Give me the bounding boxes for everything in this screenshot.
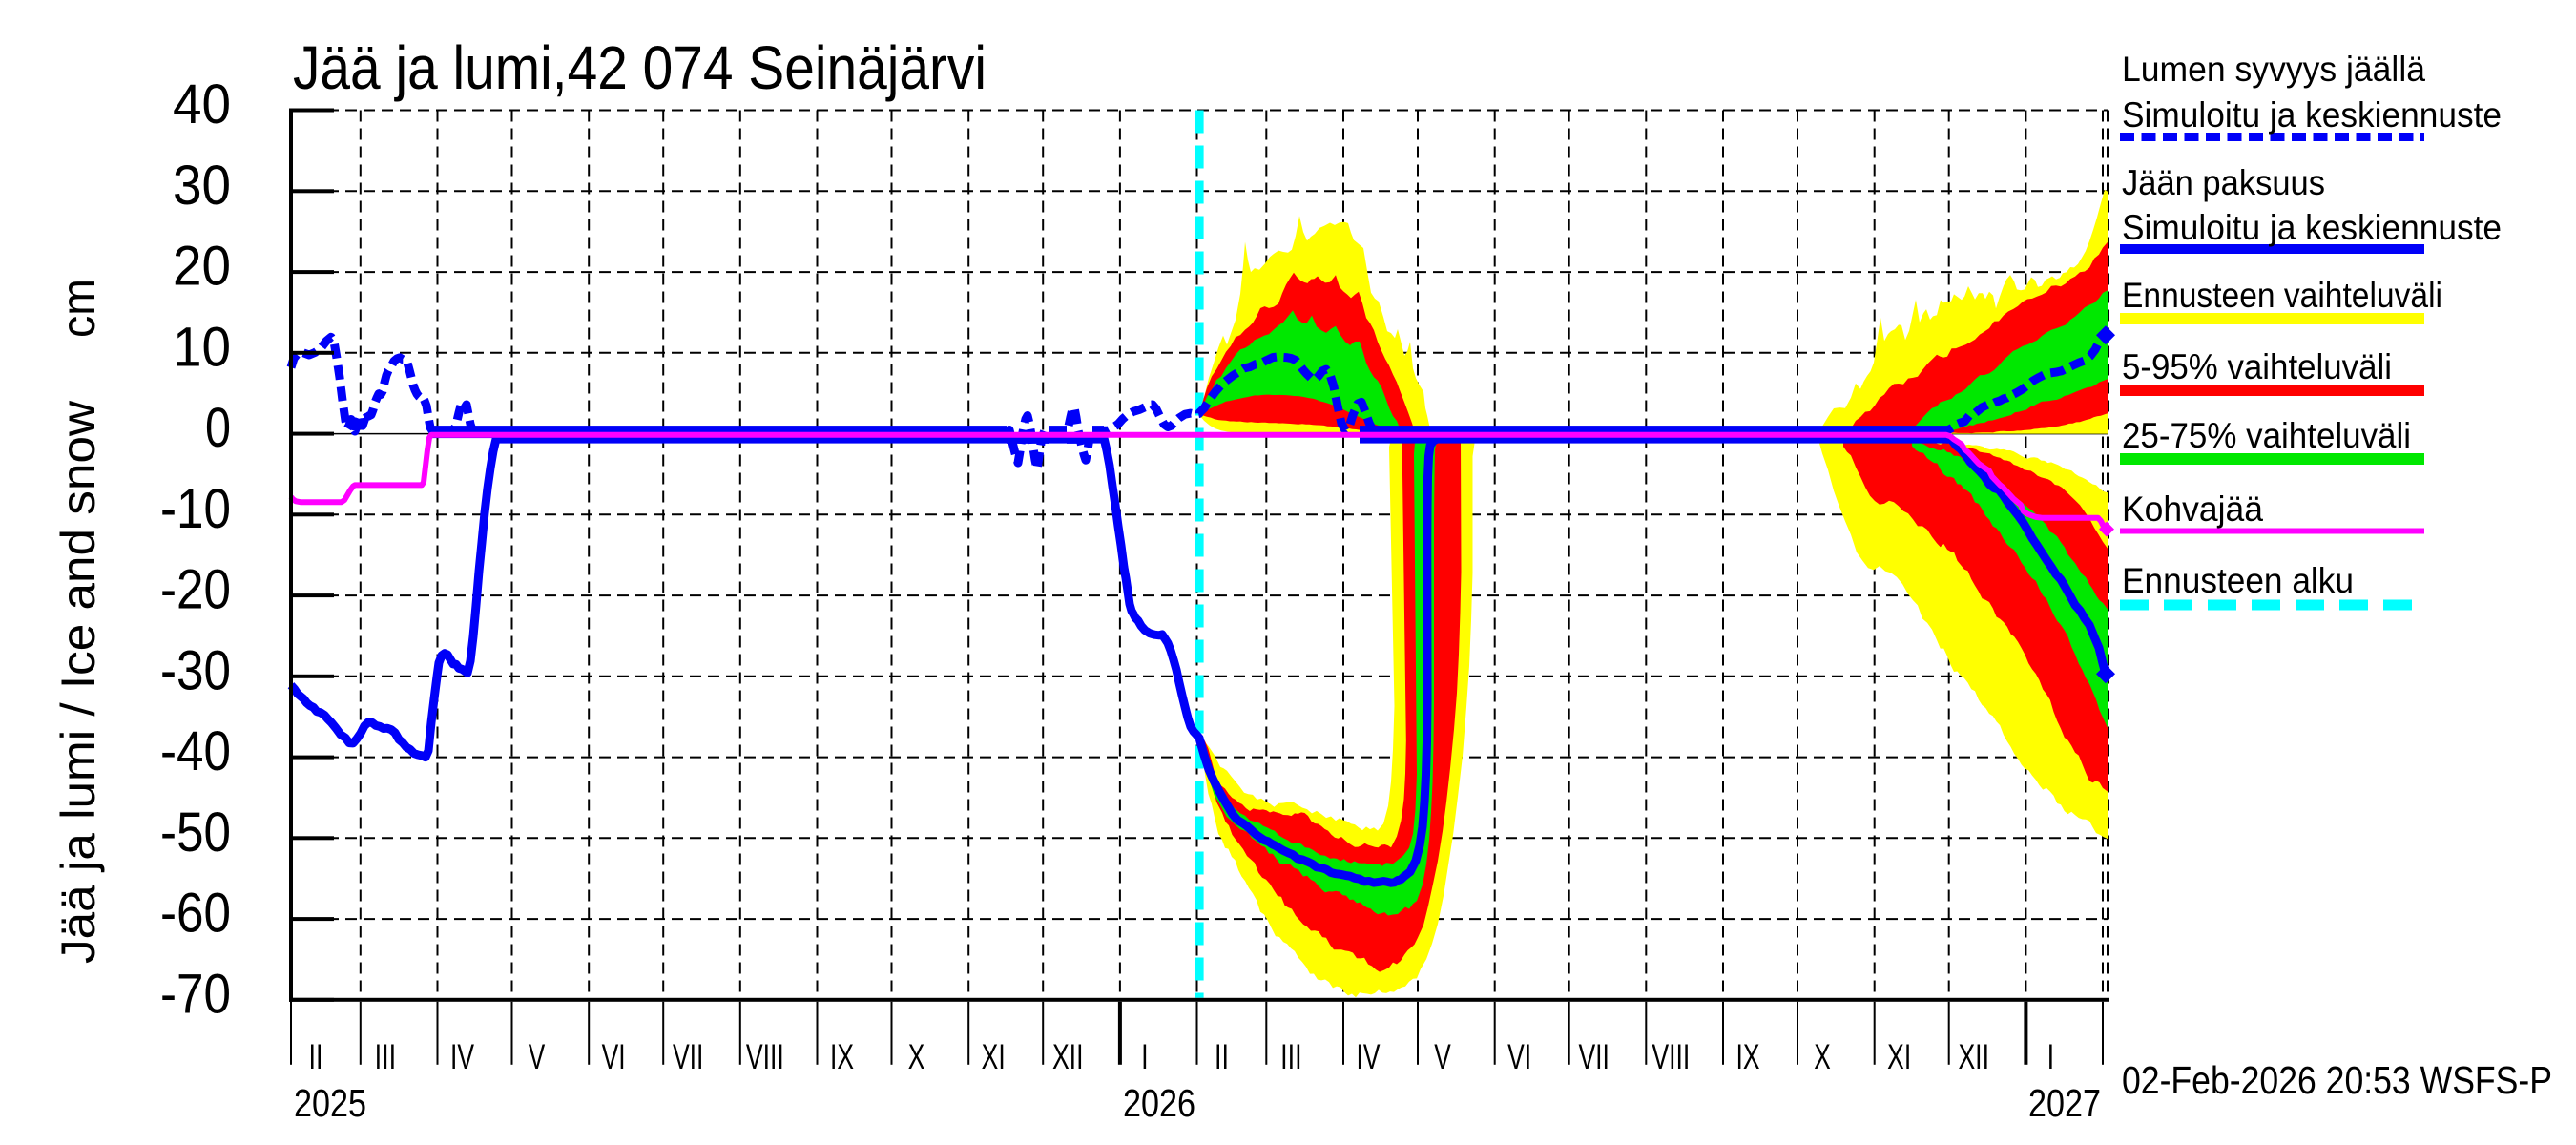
svg-text:Ennusteen alku: Ennusteen alku — [2122, 561, 2354, 600]
svg-text:Kohvajää: Kohvajää — [2122, 489, 2263, 529]
svg-text:III: III — [375, 1037, 397, 1076]
svg-text:XII: XII — [1958, 1037, 1989, 1076]
svg-text:V: V — [1434, 1037, 1451, 1076]
svg-text:III: III — [1280, 1037, 1302, 1076]
svg-text:VII: VII — [673, 1037, 704, 1076]
svg-text:II: II — [309, 1037, 323, 1076]
svg-text:VII: VII — [1578, 1037, 1610, 1076]
svg-text:Ennusteen vaihteluväli: Ennusteen vaihteluväli — [2122, 276, 2442, 315]
svg-text:20: 20 — [173, 236, 231, 298]
svg-text:Jää ja lumi,42 074 Seinäjärvi: Jää ja lumi,42 074 Seinäjärvi — [293, 33, 987, 102]
svg-text:V: V — [529, 1037, 546, 1076]
svg-text:XII: XII — [1052, 1037, 1084, 1076]
svg-text:VI: VI — [602, 1037, 626, 1076]
svg-text:-30: -30 — [160, 639, 231, 701]
svg-text:I: I — [1141, 1037, 1149, 1076]
svg-text:2027: 2027 — [2028, 1081, 2101, 1125]
svg-text:IV: IV — [1356, 1037, 1380, 1076]
svg-text:VI: VI — [1507, 1037, 1531, 1076]
svg-text:-20: -20 — [160, 559, 231, 621]
svg-text:Simuloitu ja keskiennuste: Simuloitu ja keskiennuste — [2122, 208, 2502, 247]
svg-text:2025: 2025 — [294, 1081, 366, 1125]
svg-text:II: II — [1215, 1037, 1229, 1076]
svg-text:-50: -50 — [160, 802, 231, 864]
svg-text:X: X — [1814, 1037, 1831, 1076]
svg-text:-10: -10 — [160, 478, 231, 540]
svg-text:XI: XI — [982, 1037, 1006, 1076]
svg-text:Jään paksuus: Jään paksuus — [2122, 163, 2325, 202]
svg-text:25-75% vaihteluväli: 25-75% vaihteluväli — [2122, 416, 2411, 455]
svg-text:0: 0 — [205, 397, 231, 459]
svg-text:Jää ja lumi / Ice and snow: Jää ja lumi / Ice and snow — [52, 400, 105, 964]
svg-text:40: 40 — [173, 73, 231, 135]
svg-text:VIII: VIII — [746, 1037, 784, 1076]
svg-text:VIII: VIII — [1652, 1037, 1690, 1076]
svg-text:cm: cm — [52, 279, 105, 338]
svg-text:2026: 2026 — [1123, 1081, 1195, 1125]
svg-text:IX: IX — [1735, 1037, 1759, 1076]
svg-text:-60: -60 — [160, 883, 231, 945]
svg-text:02-Feb-2026 20:53 WSFS-P: 02-Feb-2026 20:53 WSFS-P — [2122, 1058, 2552, 1102]
svg-text:XI: XI — [1887, 1037, 1911, 1076]
svg-text:-40: -40 — [160, 720, 231, 782]
svg-text:I: I — [2047, 1037, 2055, 1076]
svg-text:Simuloitu ja keskiennuste: Simuloitu ja keskiennuste — [2122, 95, 2502, 135]
svg-text:X: X — [908, 1037, 925, 1076]
svg-text:IV: IV — [450, 1037, 474, 1076]
svg-text:IX: IX — [830, 1037, 854, 1076]
svg-text:10: 10 — [173, 316, 231, 378]
svg-text:30: 30 — [173, 155, 231, 217]
svg-text:Lumen syvyys jäällä: Lumen syvyys jäällä — [2122, 50, 2425, 89]
svg-text:-70: -70 — [160, 963, 231, 1025]
svg-text:5-95% vaihteluväli: 5-95% vaihteluväli — [2122, 347, 2392, 386]
